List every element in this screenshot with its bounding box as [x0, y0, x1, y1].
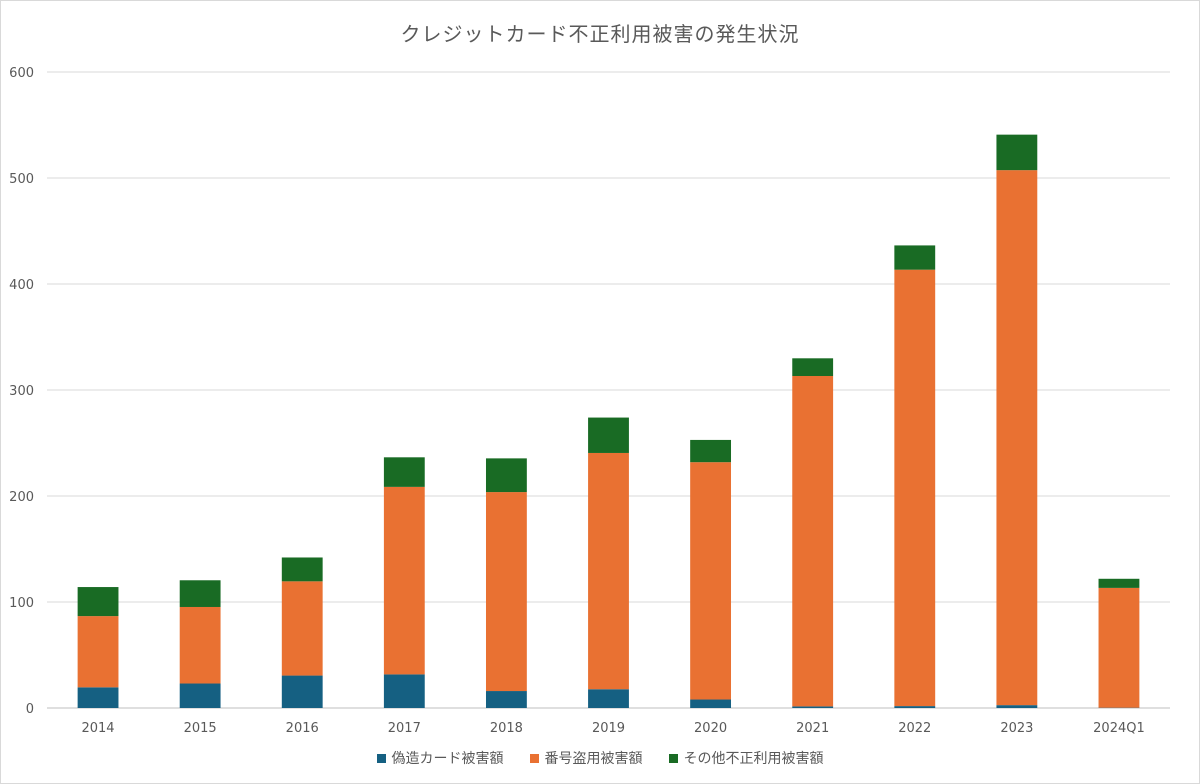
- legend-swatch: [668, 753, 678, 763]
- x-tick-label: 2020: [694, 721, 727, 736]
- y-tick-label: 100: [9, 596, 34, 611]
- bar-2021-series-0: [792, 706, 834, 708]
- x-axis: 2014 2015 2016 2017 2018 2019 2020 2021 2022 2023…: [81, 721, 1144, 736]
- x-tick-label: 2021: [796, 721, 829, 736]
- bar-2019-series-2: [588, 417, 629, 453]
- y-tick-label: 0: [26, 702, 34, 717]
- y-tick-label: 600: [9, 66, 34, 81]
- legend-label: 偽造カード被害額: [391, 751, 504, 767]
- x-tick-label: 2014: [81, 721, 114, 736]
- bar-2022-series-0: [894, 706, 936, 708]
- bar-2024Q1-series-2: [1098, 578, 1140, 588]
- legend-item: 偽造カード被害額: [376, 748, 504, 768]
- x-tick-label: 2019: [592, 721, 625, 736]
- legend-swatch: [529, 753, 539, 763]
- y-tick-label: 500: [9, 172, 34, 187]
- bar-2016-series-2: [281, 557, 323, 582]
- legend: 偽造カード被害額 番号盗用被害額 その他不正利用被害額: [0, 748, 1200, 768]
- legend-label: その他不正利用被害額: [683, 751, 824, 767]
- bar-2018-series-1: [485, 492, 527, 692]
- legend-swatch: [376, 753, 386, 763]
- bar-2024Q1-series-1: [1098, 587, 1140, 708]
- bar-2020-series-2: [690, 439, 732, 463]
- legend-item: その他不正利用被害額: [668, 748, 824, 768]
- bar-2023-series-0: [996, 705, 1038, 708]
- legend-label: 番号盗用被害額: [544, 751, 643, 767]
- x-tick-label: 2018: [490, 721, 523, 736]
- bar-2018-series-2: [485, 458, 527, 493]
- x-tick-label: 2023: [1000, 721, 1033, 736]
- bar-2015-series-1: [179, 606, 221, 684]
- bar-2017-series-1: [383, 486, 425, 675]
- bar-2014-series-0: [77, 687, 119, 708]
- bar-2019-series-1: [588, 452, 629, 690]
- x-tick-label: 2024Q1: [1093, 721, 1145, 736]
- bar-2020-series-1: [690, 462, 732, 700]
- bar-2022-series-2: [894, 245, 936, 270]
- x-tick-label: 2022: [898, 721, 931, 736]
- y-tick-label: 400: [9, 278, 34, 293]
- bar-layer: [77, 134, 1140, 708]
- y-tick-label: 300: [9, 384, 34, 399]
- bar-2021-series-1: [792, 376, 834, 707]
- chart-title: クレジットカード不正利用被害の発生状況: [400, 22, 800, 46]
- bar-2015-series-0: [179, 683, 221, 708]
- y-tick-label: 200: [9, 490, 34, 505]
- bar-2017-series-2: [383, 457, 425, 487]
- bar-2016-series-1: [281, 581, 323, 676]
- bar-2017-series-0: [383, 674, 425, 708]
- bar-2016-series-0: [281, 675, 323, 708]
- bar-2014-series-1: [77, 616, 119, 688]
- x-tick-label: 2017: [388, 721, 421, 736]
- x-tick-label: 2016: [286, 721, 319, 736]
- x-tick-label: 2015: [184, 721, 217, 736]
- bar-2019-series-0: [588, 689, 629, 708]
- bar-2018-series-0: [485, 691, 527, 708]
- bar-2022-series-1: [894, 269, 936, 707]
- legend-item: 番号盗用被害額: [529, 748, 643, 768]
- bar-2023-series-1: [996, 170, 1038, 706]
- bar-2020-series-0: [690, 699, 732, 708]
- bar-2023-series-2: [996, 134, 1038, 171]
- bar-2021-series-2: [792, 358, 834, 377]
- y-axis: 0 100 200 300 400 500 600: [9, 66, 34, 717]
- bar-2014-series-2: [77, 587, 119, 617]
- bar-2015-series-2: [179, 580, 221, 607]
